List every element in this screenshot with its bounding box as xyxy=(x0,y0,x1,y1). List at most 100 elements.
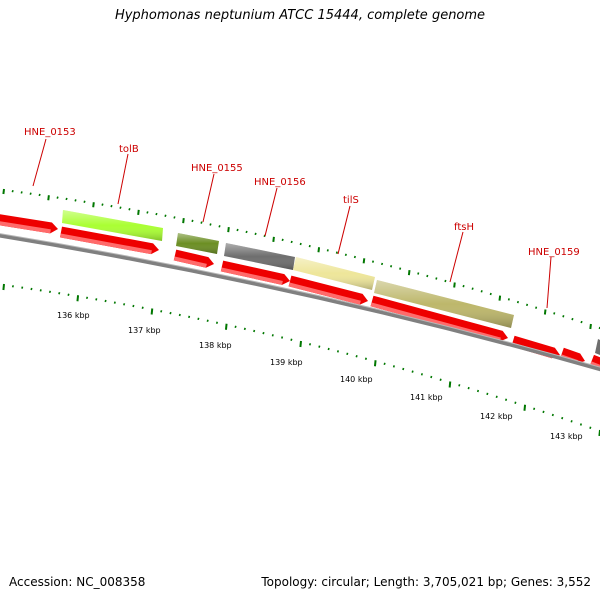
scale-tick xyxy=(308,343,312,346)
gene-label-HNE_0153: HNE_0153 xyxy=(24,127,76,138)
outer-tick xyxy=(589,323,592,330)
scale-tick xyxy=(420,373,423,376)
kbp-label-140: 140 kbp xyxy=(340,375,373,384)
outer-tick xyxy=(462,284,465,288)
scale-tick xyxy=(197,317,200,321)
outer-tick xyxy=(353,255,356,259)
scale-tick xyxy=(402,367,405,371)
outer-tick xyxy=(272,236,275,242)
outer-tick xyxy=(209,223,212,226)
scale-tick xyxy=(95,298,98,301)
outer-tick xyxy=(200,221,203,224)
outer-tick xyxy=(580,320,583,324)
scale-tick xyxy=(299,340,302,348)
scale-tick xyxy=(150,308,154,315)
scale-tick xyxy=(364,357,368,360)
kbp-label-139: 139 kbp xyxy=(270,358,303,367)
feature-next xyxy=(595,339,600,355)
inner-tick-track xyxy=(2,283,600,437)
outer-tick xyxy=(516,300,520,304)
kbp-label-142: 142 kbp xyxy=(480,412,513,421)
kbp-labels: 136 kbp 137 kbp 138 kbp 139 kbp 140 kbp … xyxy=(57,311,583,441)
outer-tick xyxy=(11,189,14,193)
outer-tick xyxy=(344,253,347,257)
outer-tick xyxy=(245,230,248,234)
kbp-label-143: 143 kbp xyxy=(550,432,583,441)
scale-tick xyxy=(215,321,219,324)
gene-label-tilS: tilS xyxy=(343,195,359,206)
outer-tick xyxy=(562,314,565,318)
scale-tick xyxy=(504,398,508,401)
gene-label-HNE_0156: HNE_0156 xyxy=(254,177,306,188)
kbp-label-137: 137 kbp xyxy=(128,326,161,335)
gene-labels: HNE_0153 tolB HNE_0155 HNE_0156 tilS fts… xyxy=(24,127,580,258)
scale-tick xyxy=(533,407,536,411)
outer-tick xyxy=(191,219,194,223)
scale-tick xyxy=(281,336,284,339)
outer-tick xyxy=(362,258,366,264)
scale-tick xyxy=(589,426,592,429)
outer-tick xyxy=(2,188,5,195)
outer-tick xyxy=(38,193,41,197)
scale-tick xyxy=(336,350,340,353)
scale-tick xyxy=(178,313,181,317)
cds-arrow xyxy=(370,295,508,342)
kbp-label-141: 141 kbp xyxy=(410,393,443,402)
scale-tick xyxy=(132,304,135,308)
outer-tick xyxy=(236,228,239,232)
scale-tick xyxy=(383,362,386,366)
outer-tick xyxy=(65,197,68,201)
outer-tick xyxy=(308,244,311,248)
scale-tick xyxy=(85,296,89,300)
outer-tick xyxy=(281,238,284,242)
outer-tick xyxy=(525,303,529,307)
outer-tick xyxy=(553,312,556,315)
outer-tick xyxy=(444,279,447,283)
scale-tick xyxy=(355,355,358,358)
outer-tick xyxy=(489,292,492,296)
cds-arrow-highlight xyxy=(288,282,361,305)
genome-summary-text: Topology: circular; Length: 3,705,021 bp… xyxy=(261,575,591,589)
outer-tick xyxy=(254,232,257,236)
scale-tick xyxy=(30,287,33,291)
outer-tick xyxy=(182,218,185,224)
gene-label-HNE_0155: HNE_0155 xyxy=(191,163,243,174)
scale-tick xyxy=(21,286,24,289)
outer-tick xyxy=(74,199,77,202)
scale-tick xyxy=(188,315,191,319)
gene-label-ftsH: ftsH xyxy=(454,222,474,233)
gene-leaders xyxy=(32,138,552,309)
outer-tick xyxy=(390,265,393,268)
scale-tick xyxy=(141,306,144,309)
scale-tick xyxy=(439,378,442,381)
scale-tick xyxy=(448,381,452,388)
scale-tick xyxy=(169,311,172,315)
cds-arrow xyxy=(288,275,368,305)
outer-tick xyxy=(164,214,167,217)
outer-tick xyxy=(371,260,375,263)
scale-tick xyxy=(48,290,52,294)
scale-tick xyxy=(495,395,498,399)
scale-tick xyxy=(579,423,583,426)
gene-label-tolB: tolB xyxy=(119,144,139,155)
outer-tick xyxy=(29,192,32,195)
cds-arrow-highlight xyxy=(0,221,51,234)
scale-tick xyxy=(523,404,527,411)
scale-tick xyxy=(486,392,489,396)
scale-tick xyxy=(104,299,107,303)
scale-tick xyxy=(2,283,5,291)
outer-tick xyxy=(47,195,50,201)
outer-tick xyxy=(453,282,456,288)
outer-tick xyxy=(92,202,95,208)
scale-tick xyxy=(411,370,414,373)
outer-tick xyxy=(571,317,574,321)
outer-tick xyxy=(543,309,547,315)
cds-arrow-highlight xyxy=(220,267,283,285)
scale-tick xyxy=(160,310,163,313)
scale-tick xyxy=(430,375,433,379)
outer-tick xyxy=(119,206,122,209)
outer-tick xyxy=(426,274,429,278)
scale-tick xyxy=(570,420,573,423)
outer-tick xyxy=(155,212,158,216)
